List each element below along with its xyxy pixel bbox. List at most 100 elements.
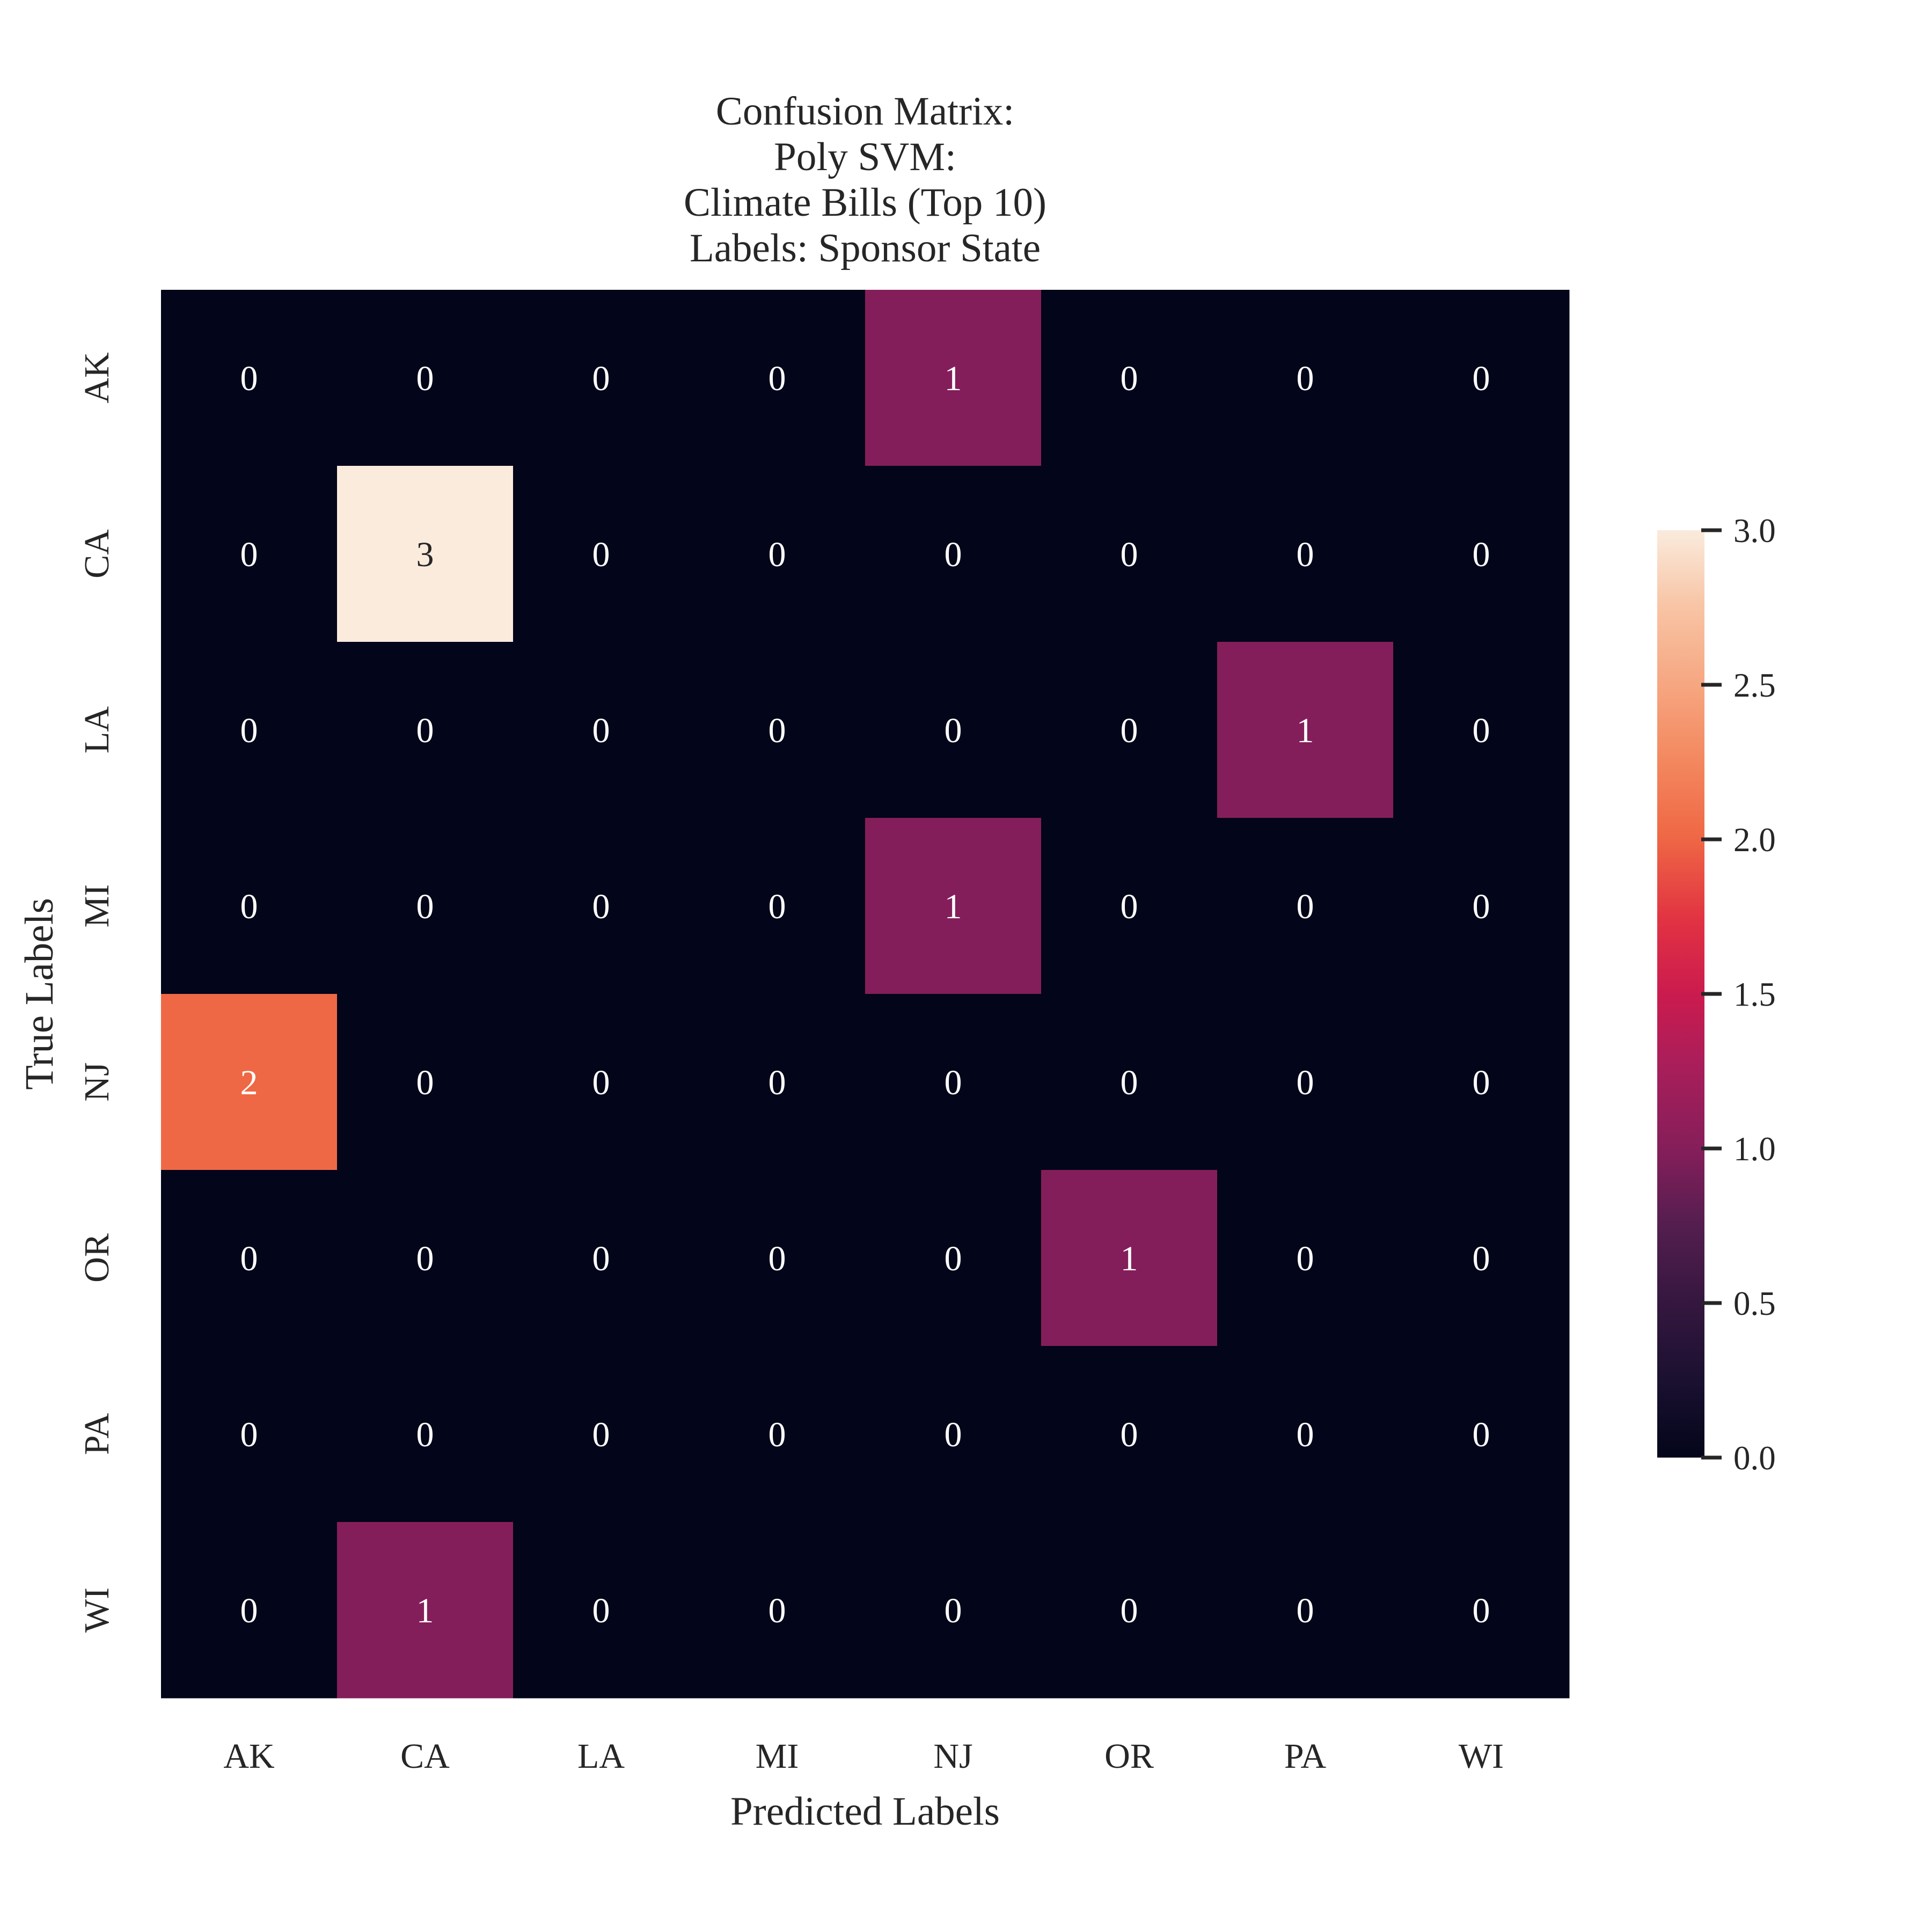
heatmap-cell [161, 1522, 338, 1699]
cell-value-label: 0 [1297, 535, 1314, 574]
title-line-3: Climate Bills (Top 10) [684, 180, 1046, 225]
cell-value-label: 0 [240, 359, 258, 398]
cell-value-label: 0 [769, 887, 786, 926]
x-tick-label: AK [223, 1737, 274, 1776]
heatmap-cell [689, 466, 866, 642]
x-tick-label: NJ [933, 1737, 972, 1776]
cell-value-label: 0 [240, 1239, 258, 1278]
cell-value-label: 0 [769, 1063, 786, 1102]
cell-value-label: 0 [1473, 535, 1490, 574]
heatmap-cell [1217, 1522, 1394, 1699]
cell-value-label: 0 [416, 887, 434, 926]
heatmap-annotations: 0 0 0 0 1 0 0 0 0 3 0 0 0 0 0 0 0 0 0 0 0 0 1 0 0 0 0 0 1 0 0 0 2 0 0 0 0 0 0 0… [240, 359, 1490, 1630]
cell-value-label: 0 [416, 1415, 434, 1454]
heatmap-cell [865, 1522, 1042, 1699]
cell-value-label: 0 [945, 1239, 962, 1278]
heatmap-cell [1393, 1170, 1570, 1346]
colorbar-tick-label: 2.5 [1733, 667, 1776, 704]
cell-value-label: 0 [1297, 1239, 1314, 1278]
cell-value-label: 0 [1297, 1591, 1314, 1630]
cell-value-label: 2 [240, 1063, 258, 1102]
heatmap-cell [337, 290, 514, 466]
cell-value-label: 0 [1121, 711, 1138, 750]
cell-value-label: 0 [1473, 359, 1490, 398]
heatmap-cell [865, 818, 1042, 994]
cell-value-label: 1 [945, 359, 962, 398]
cell-value-label: 0 [1121, 1063, 1138, 1102]
heatmap-cell [161, 994, 338, 1170]
cell-value-label: 0 [240, 535, 258, 574]
colorbar-tick-label: 1.0 [1733, 1130, 1776, 1168]
cell-value-label: 0 [1473, 1063, 1490, 1102]
chart-title: Confusion Matrix: Poly SVM: Climate Bill… [684, 89, 1046, 270]
y-tick-label: NJ [77, 1062, 116, 1101]
heatmap-cell [337, 1522, 514, 1699]
cell-value-label: 1 [945, 887, 962, 926]
y-axis-label: True Labels [17, 898, 62, 1090]
heatmap-cell [1041, 818, 1218, 994]
cell-value-label: 0 [592, 535, 610, 574]
heatmap-cell [513, 818, 690, 994]
heatmap-cell [161, 1346, 338, 1523]
cell-value-label: 0 [1297, 1063, 1314, 1102]
heatmap-cell [1217, 1346, 1394, 1523]
heatmap-cell [689, 290, 866, 466]
cell-value-label: 0 [945, 1415, 962, 1454]
y-tick-label: WI [77, 1587, 116, 1633]
cell-value-label: 0 [416, 1063, 434, 1102]
cell-value-label: 0 [1473, 711, 1490, 750]
heatmap-cell [689, 1522, 866, 1699]
heatmap-cell [1041, 1170, 1218, 1346]
heatmap-cell [865, 290, 1042, 466]
cell-value-label: 0 [769, 1591, 786, 1630]
heatmap-cell [337, 994, 514, 1170]
colorbar-tick-label: 2.0 [1733, 821, 1776, 859]
colorbar-tick-label: 0.0 [1733, 1439, 1776, 1477]
heatmap-cell [865, 642, 1042, 818]
heatmap-cell [1217, 642, 1394, 818]
cell-value-label: 0 [945, 1591, 962, 1630]
heatmap-cell [513, 642, 690, 818]
cell-value-label: 0 [945, 1063, 962, 1102]
heatmap-cell [161, 1170, 338, 1346]
heatmap-cell [337, 818, 514, 994]
colorbar: 0.0 0.5 1.0 1.5 2.0 2.5 3.0 [1657, 512, 1776, 1477]
x-tick-label: CA [400, 1737, 450, 1776]
x-tick-label: OR [1104, 1737, 1154, 1776]
heatmap-cell [161, 466, 338, 642]
x-tick-label: WI [1459, 1737, 1504, 1776]
heatmap-cell [1217, 466, 1394, 642]
cell-value-label: 0 [1473, 1239, 1490, 1278]
heatmap-cell [513, 1346, 690, 1523]
cell-value-label: 0 [416, 359, 434, 398]
heatmap-cell [865, 1170, 1042, 1346]
heatmap-cell [161, 818, 338, 994]
cell-value-label: 0 [769, 711, 786, 750]
cell-value-label: 0 [769, 359, 786, 398]
heatmap-cell [1393, 1522, 1570, 1699]
heatmap-cell [689, 1346, 866, 1523]
y-tick-label: CA [77, 529, 116, 579]
heatmap-cell [161, 290, 338, 466]
cell-value-label: 0 [1297, 359, 1314, 398]
cell-value-label: 0 [769, 1415, 786, 1454]
heatmap-cell [689, 818, 866, 994]
heatmap-cell [1041, 994, 1218, 1170]
heatmap-cell [513, 1170, 690, 1346]
heatmap-cell [1217, 818, 1394, 994]
cell-value-label: 0 [240, 711, 258, 750]
heatmap-cell [1217, 1170, 1394, 1346]
heatmap-cell [513, 1522, 690, 1699]
heatmap-cell [689, 1170, 866, 1346]
heatmap-cell [689, 994, 866, 1170]
y-tick-label: LA [77, 706, 116, 753]
cell-value-label: 0 [1297, 887, 1314, 926]
cell-value-label: 0 [945, 711, 962, 750]
colorbar-tick-label: 0.5 [1733, 1285, 1776, 1322]
heatmap-cell [513, 466, 690, 642]
heatmap-cell [1217, 290, 1394, 466]
cell-value-label: 0 [1121, 1591, 1138, 1630]
cell-value-label: 0 [592, 1415, 610, 1454]
cell-value-label: 0 [416, 711, 434, 750]
colorbar-ticks: 0.0 0.5 1.0 1.5 2.0 2.5 3.0 [1701, 512, 1776, 1477]
